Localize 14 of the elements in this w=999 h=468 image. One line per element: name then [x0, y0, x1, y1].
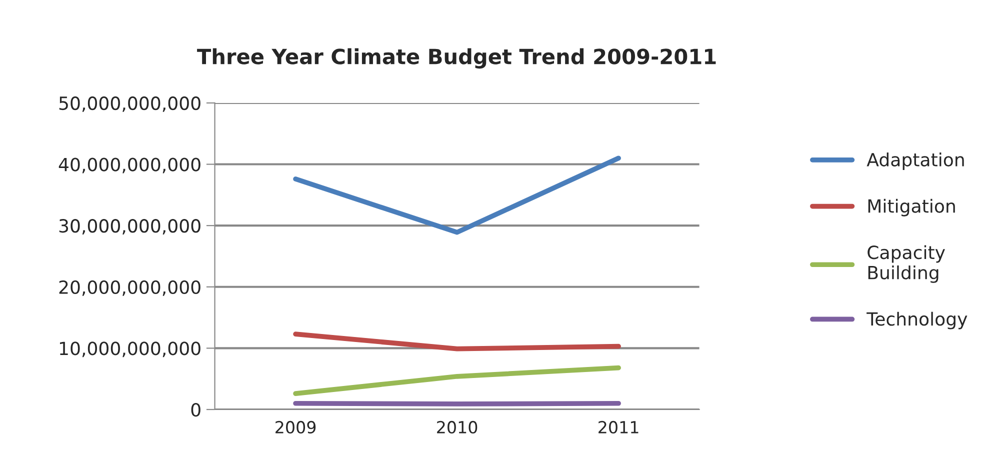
x-tick-label: 2011	[598, 420, 638, 434]
y-tick-label: 50,000,000,000	[59, 96, 200, 112]
y-tick-label: 20,000,000,000	[59, 280, 200, 296]
y-tick-label: 0	[191, 402, 200, 417]
chart-title: Three Year Climate Budget Trend 2009-2011	[197, 48, 716, 69]
legend-label: Technology	[866, 312, 968, 330]
legend-label: Mitigation	[868, 198, 955, 216]
x-tick-label: 2010	[437, 420, 478, 434]
legend-label: Adaptation	[866, 152, 964, 170]
x-tick-label: 2009	[276, 420, 316, 434]
y-tick-label: 10,000,000,000	[60, 342, 200, 358]
y-tick-label: 30,000,000,000	[59, 219, 200, 235]
legend-label: Capacity Building	[868, 245, 945, 283]
y-tick-label: 40,000,000,000	[58, 158, 200, 174]
